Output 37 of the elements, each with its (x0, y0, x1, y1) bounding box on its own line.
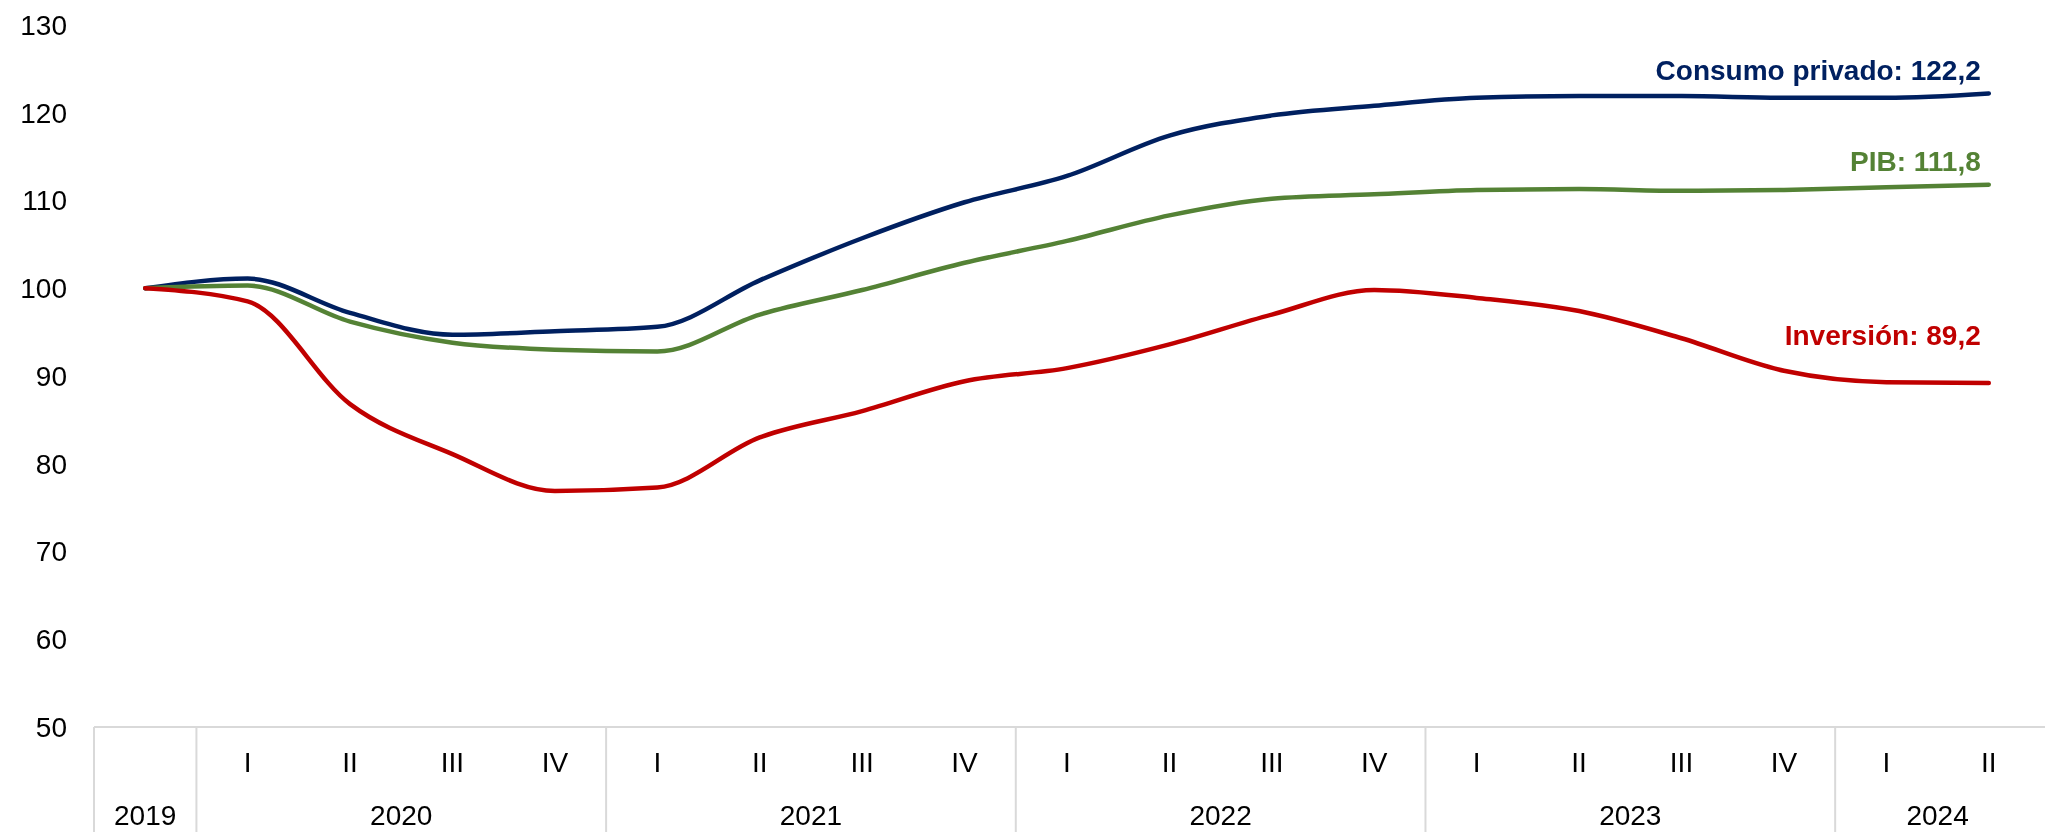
x-tick-label: I (1063, 747, 1071, 778)
text: 2023 (1599, 800, 1662, 831)
text: 2022 (1189, 800, 1252, 831)
x-tick-label: III (440, 747, 465, 778)
x-tick-label: IV (951, 747, 979, 778)
series-label: Inversión: 89,2 (1784, 319, 1981, 351)
x-tick-label: III (1669, 747, 1694, 778)
text: 2019 (114, 800, 177, 831)
y-tick-label: 70 (35, 536, 67, 568)
y-tick-label: 110 (22, 185, 67, 217)
x-tick-label: I (243, 747, 252, 778)
x-tick-label: II (1981, 747, 1997, 778)
series-label: PIB: 111,8 (1850, 145, 1981, 177)
y-tick-label: 60 (35, 624, 67, 656)
y-tick-label: 100 (20, 273, 67, 305)
y-tick-label: 80 (35, 448, 67, 480)
y-tick-label: 120 (20, 97, 67, 129)
line-series (142, 286, 1992, 494)
text: 2021 (779, 800, 843, 831)
x-tick-label: IV (1361, 747, 1388, 778)
x-tick-label: I (1882, 747, 1891, 778)
y-tick-label: 90 (35, 360, 67, 392)
text: 2024 (1906, 800, 1969, 831)
x-tick-label: III (1260, 747, 1284, 778)
x-tick-label: II (1161, 747, 1178, 778)
y-tick-label: 130 (20, 9, 67, 41)
series-label: Consumo privado: 122,2 (1655, 54, 1981, 86)
x-tick-label: IV (541, 747, 569, 778)
x-tick-label: II (1571, 747, 1587, 778)
x-tick-label: II (342, 747, 358, 778)
text: 2020 (370, 800, 433, 831)
x-tick-label: I (653, 747, 662, 778)
x-tick-label: III (850, 747, 874, 778)
x-tick-label: IV (1770, 747, 1798, 778)
x-tick-label: II (751, 747, 768, 778)
y-tick-label: 50 (35, 711, 67, 743)
x-tick-label: I (1472, 747, 1481, 778)
